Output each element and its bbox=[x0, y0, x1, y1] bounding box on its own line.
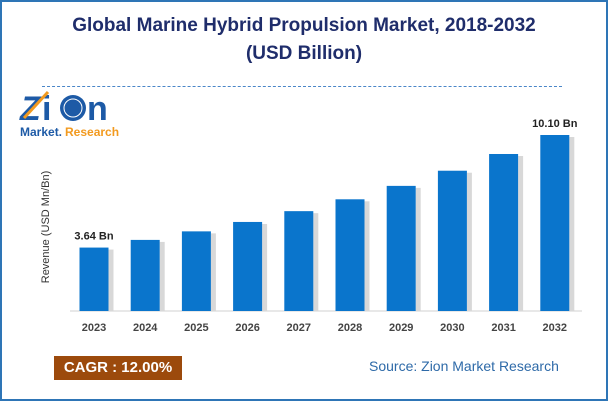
bar-shadow bbox=[518, 155, 524, 311]
x-tick-label: 2028 bbox=[338, 322, 362, 334]
x-tick-label: 2026 bbox=[235, 322, 259, 334]
title-divider bbox=[42, 86, 562, 87]
bar-chart: Revenue (USD Mn/Bn) 2023 3.64 Bn 2024 2025 2… bbox=[40, 118, 582, 334]
bar-shadow bbox=[159, 241, 165, 311]
svg-text:i: i bbox=[42, 90, 51, 128]
data-label: 10.10 Bn bbox=[532, 118, 578, 130]
svg-text:n: n bbox=[87, 90, 108, 128]
x-tick-label: 2029 bbox=[389, 322, 413, 334]
x-tick-label: 2027 bbox=[287, 322, 311, 334]
subtitle-line: (USD Billion) bbox=[245, 43, 363, 64]
x-tick-label: 2025 bbox=[184, 322, 208, 334]
bar-shadow bbox=[364, 201, 370, 311]
bar-2023 bbox=[79, 247, 109, 311]
bar-shadow bbox=[569, 137, 575, 311]
bar-2024 bbox=[130, 239, 160, 311]
bar-shadow bbox=[210, 233, 216, 311]
bar-shadow bbox=[262, 223, 268, 311]
svg-text:Research: Research bbox=[65, 125, 119, 139]
y-axis-label: Revenue (USD Mn/Bn) bbox=[40, 171, 52, 284]
cagr-badge: CAGR : 12.00% bbox=[54, 356, 182, 380]
svg-text:Market.: Market. bbox=[20, 125, 62, 139]
bar-2032 bbox=[540, 135, 570, 311]
bar-shadow bbox=[108, 249, 114, 311]
x-tick-label: 2032 bbox=[543, 322, 567, 334]
data-label: 3.64 Bn bbox=[74, 231, 113, 243]
bar-2027 bbox=[284, 211, 314, 311]
zion-logo: Z i n Market. Research bbox=[19, 90, 119, 139]
bar-2025 bbox=[181, 231, 211, 311]
source-text: Source: Zion Market Research bbox=[369, 358, 559, 374]
bar-2028 bbox=[335, 199, 365, 311]
bar-2026 bbox=[233, 221, 263, 311]
bar-shadow bbox=[466, 172, 472, 311]
x-tick-label: 2030 bbox=[440, 322, 464, 334]
bar-2029 bbox=[386, 185, 416, 311]
x-tick-label: 2031 bbox=[491, 322, 515, 334]
title-line: Global Marine Hybrid Propulsion Market, … bbox=[72, 15, 536, 36]
chart-title: Global Marine Hybrid Propulsion Market, … bbox=[2, 12, 606, 68]
bar-shadow bbox=[313, 213, 319, 311]
bar-shadow bbox=[415, 187, 421, 311]
bar-2031 bbox=[489, 153, 519, 311]
x-tick-label: 2024 bbox=[133, 322, 158, 334]
x-tick-label: 2023 bbox=[82, 322, 106, 334]
bar-2030 bbox=[437, 170, 467, 311]
